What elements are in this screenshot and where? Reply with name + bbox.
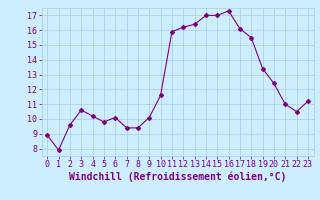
X-axis label: Windchill (Refroidissement éolien,°C): Windchill (Refroidissement éolien,°C) <box>69 172 286 182</box>
